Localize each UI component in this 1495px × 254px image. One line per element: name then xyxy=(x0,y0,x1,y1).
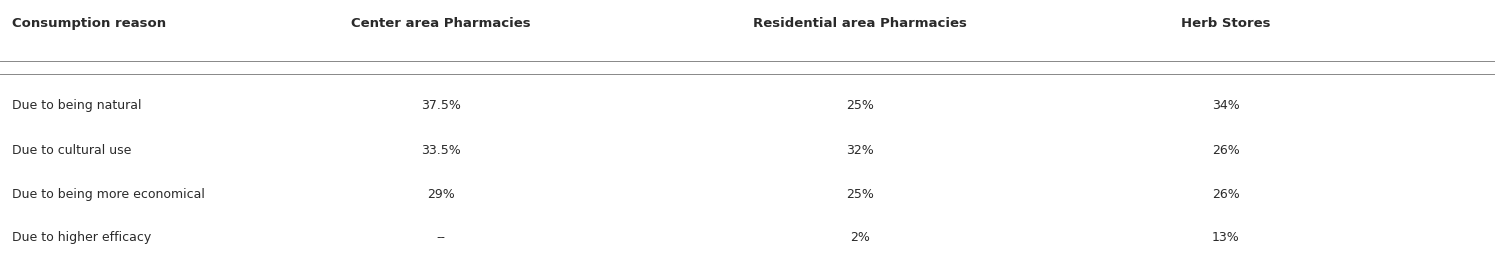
Text: 25%: 25% xyxy=(846,188,873,201)
Text: Due to being more economical: Due to being more economical xyxy=(12,188,205,201)
Text: Due to being natural: Due to being natural xyxy=(12,99,142,112)
Text: 29%: 29% xyxy=(428,188,454,201)
Text: Residential area Pharmacies: Residential area Pharmacies xyxy=(752,18,967,30)
Text: 13%: 13% xyxy=(1212,231,1239,244)
Text: --: -- xyxy=(437,231,446,244)
Text: Consumption reason: Consumption reason xyxy=(12,18,166,30)
Text: 32%: 32% xyxy=(846,145,873,157)
Text: Due to cultural use: Due to cultural use xyxy=(12,145,132,157)
Text: 2%: 2% xyxy=(849,231,870,244)
Text: Due to higher efficacy: Due to higher efficacy xyxy=(12,231,151,244)
Text: Center area Pharmacies: Center area Pharmacies xyxy=(351,18,531,30)
Text: 25%: 25% xyxy=(846,99,873,112)
Text: Herb Stores: Herb Stores xyxy=(1181,18,1271,30)
Text: 33.5%: 33.5% xyxy=(422,145,460,157)
Text: 37.5%: 37.5% xyxy=(422,99,460,112)
Text: 26%: 26% xyxy=(1212,145,1239,157)
Text: 34%: 34% xyxy=(1212,99,1239,112)
Text: 26%: 26% xyxy=(1212,188,1239,201)
